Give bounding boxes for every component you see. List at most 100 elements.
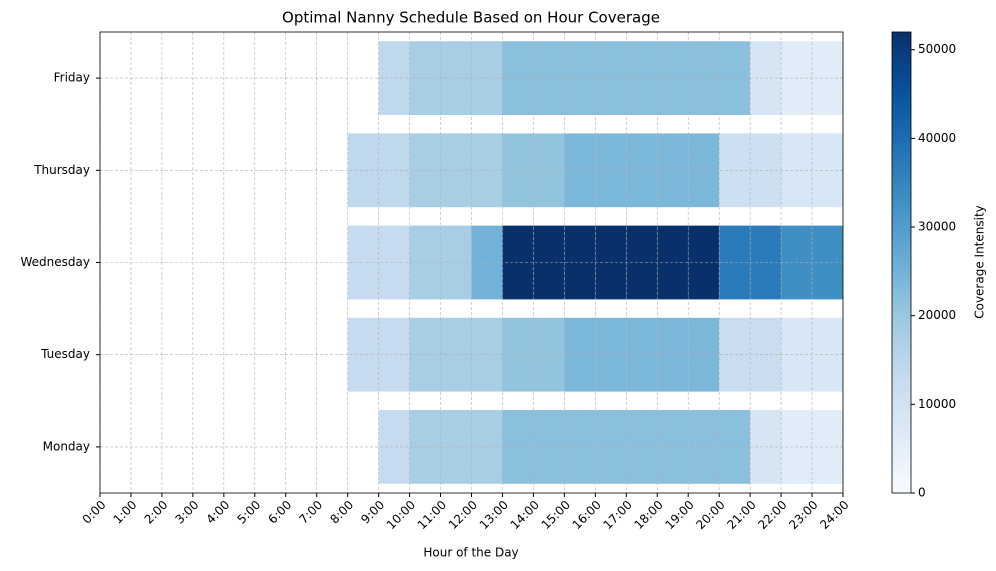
x-axis-label: Hour of the Day <box>423 546 518 560</box>
x-tick-label: 8:00 <box>327 498 356 527</box>
colorbar-segment <box>892 308 911 314</box>
x-tick-label: 0:00 <box>80 498 109 527</box>
heat-cell <box>719 41 751 115</box>
x-tick-label: 13:00 <box>477 498 511 532</box>
colorbar-segment <box>892 354 911 360</box>
colorbar-segment <box>892 483 911 489</box>
colorbar-tick-label: 0 <box>918 486 926 500</box>
colorbar-segment <box>892 446 911 453</box>
colorbar-segment <box>892 391 911 397</box>
heat-cell <box>378 41 410 115</box>
colorbar-segment <box>892 78 911 84</box>
heat-cell <box>719 225 751 300</box>
colorbar-segment <box>892 82 911 88</box>
x-tick-label: 6:00 <box>265 498 294 527</box>
colorbar-segment <box>892 244 911 250</box>
colorbar-segment <box>892 368 911 374</box>
colorbar-segment <box>892 216 911 222</box>
colorbar-segment <box>892 317 911 324</box>
colorbar-segment <box>892 230 911 236</box>
x-tick-label: 11:00 <box>415 498 449 532</box>
heat-cell <box>719 317 751 392</box>
colorbar-segment <box>892 128 911 135</box>
colorbar-segment <box>892 474 911 480</box>
colorbar-segment <box>892 41 911 47</box>
colorbar-segment <box>892 456 911 462</box>
colorbar-segment <box>892 174 911 181</box>
y-tick-label: Friday <box>54 71 90 85</box>
x-tick-label: 22:00 <box>755 498 789 532</box>
colorbar-segment <box>892 322 911 328</box>
colorbar-segment <box>892 423 911 430</box>
colorbar-segment <box>892 410 911 416</box>
colorbar-segment <box>892 124 911 130</box>
colorbar-segment <box>892 87 911 93</box>
heat-cell <box>378 225 410 300</box>
colorbar-segment <box>892 396 911 402</box>
colorbar-tick-label: 10000 <box>918 397 956 411</box>
colorbar-segment <box>892 340 911 347</box>
colorbar-segment <box>892 377 911 383</box>
heat-cell <box>688 133 720 208</box>
colorbar-segment <box>892 161 911 167</box>
colorbar-segment <box>892 114 911 121</box>
heat-cell <box>688 410 720 484</box>
heat-cell <box>378 133 410 208</box>
x-tick-label: 3:00 <box>173 498 202 527</box>
heat-cell <box>719 133 751 208</box>
colorbar-segment <box>892 68 911 75</box>
colorbar-segment <box>892 239 911 245</box>
colorbar-segment <box>892 257 911 264</box>
colorbar-segment <box>892 119 911 125</box>
colorbar-segment <box>892 156 911 162</box>
colorbar-segment <box>892 479 911 485</box>
x-tick-label: 17:00 <box>601 498 635 532</box>
x-tick-label: 23:00 <box>786 498 820 532</box>
colorbar-segment <box>892 96 911 102</box>
colorbar-segment <box>892 331 911 337</box>
colorbar-segment <box>892 262 911 268</box>
colorbar-segment <box>892 165 911 171</box>
colorbar-segment <box>892 271 911 277</box>
colorbar-segment <box>892 350 911 356</box>
colorbar-segment <box>892 460 911 466</box>
colorbar-segment <box>892 290 911 296</box>
colorbar-segment <box>892 101 911 107</box>
colorbar-segment <box>892 110 911 116</box>
colorbar-tick-label: 30000 <box>918 220 956 234</box>
heat-cell <box>688 225 720 300</box>
colorbar-label: Coverage Intensity <box>973 205 987 319</box>
colorbar-segment <box>892 280 911 287</box>
x-tick-label: 24:00 <box>817 498 851 532</box>
colorbar-segment <box>892 488 911 494</box>
x-tick-label: 15:00 <box>539 498 573 532</box>
heat-cell <box>533 317 565 392</box>
x-tick-label: 2:00 <box>142 498 171 527</box>
y-tick-label: Monday <box>43 439 90 453</box>
colorbar-segment <box>892 359 911 365</box>
heat-cell <box>533 41 565 115</box>
colorbar-segment <box>892 276 911 282</box>
colorbar-segment <box>892 142 911 148</box>
colorbar-segment <box>892 151 911 158</box>
colorbar-segment <box>892 248 911 254</box>
colorbar-tick-label: 40000 <box>918 131 956 145</box>
colorbar-segment <box>892 386 911 393</box>
colorbar-segment <box>892 303 911 310</box>
colorbar-segment <box>892 105 911 111</box>
colorbar-segment <box>892 267 911 273</box>
x-tick-label: 4:00 <box>203 498 232 527</box>
colorbar-segment <box>892 428 911 434</box>
x-tick-label: 10:00 <box>384 498 418 532</box>
colorbar-segment <box>892 64 911 70</box>
colorbar-segment <box>892 179 911 185</box>
colorbar-segment <box>892 465 911 471</box>
colorbar-segment <box>892 207 911 213</box>
x-tick-label: 16:00 <box>570 498 604 532</box>
heat-cell <box>533 410 565 484</box>
colorbar-segment <box>892 382 911 388</box>
colorbar-segment <box>892 451 911 457</box>
colorbar-segment <box>892 170 911 176</box>
heat-cell <box>533 225 565 300</box>
